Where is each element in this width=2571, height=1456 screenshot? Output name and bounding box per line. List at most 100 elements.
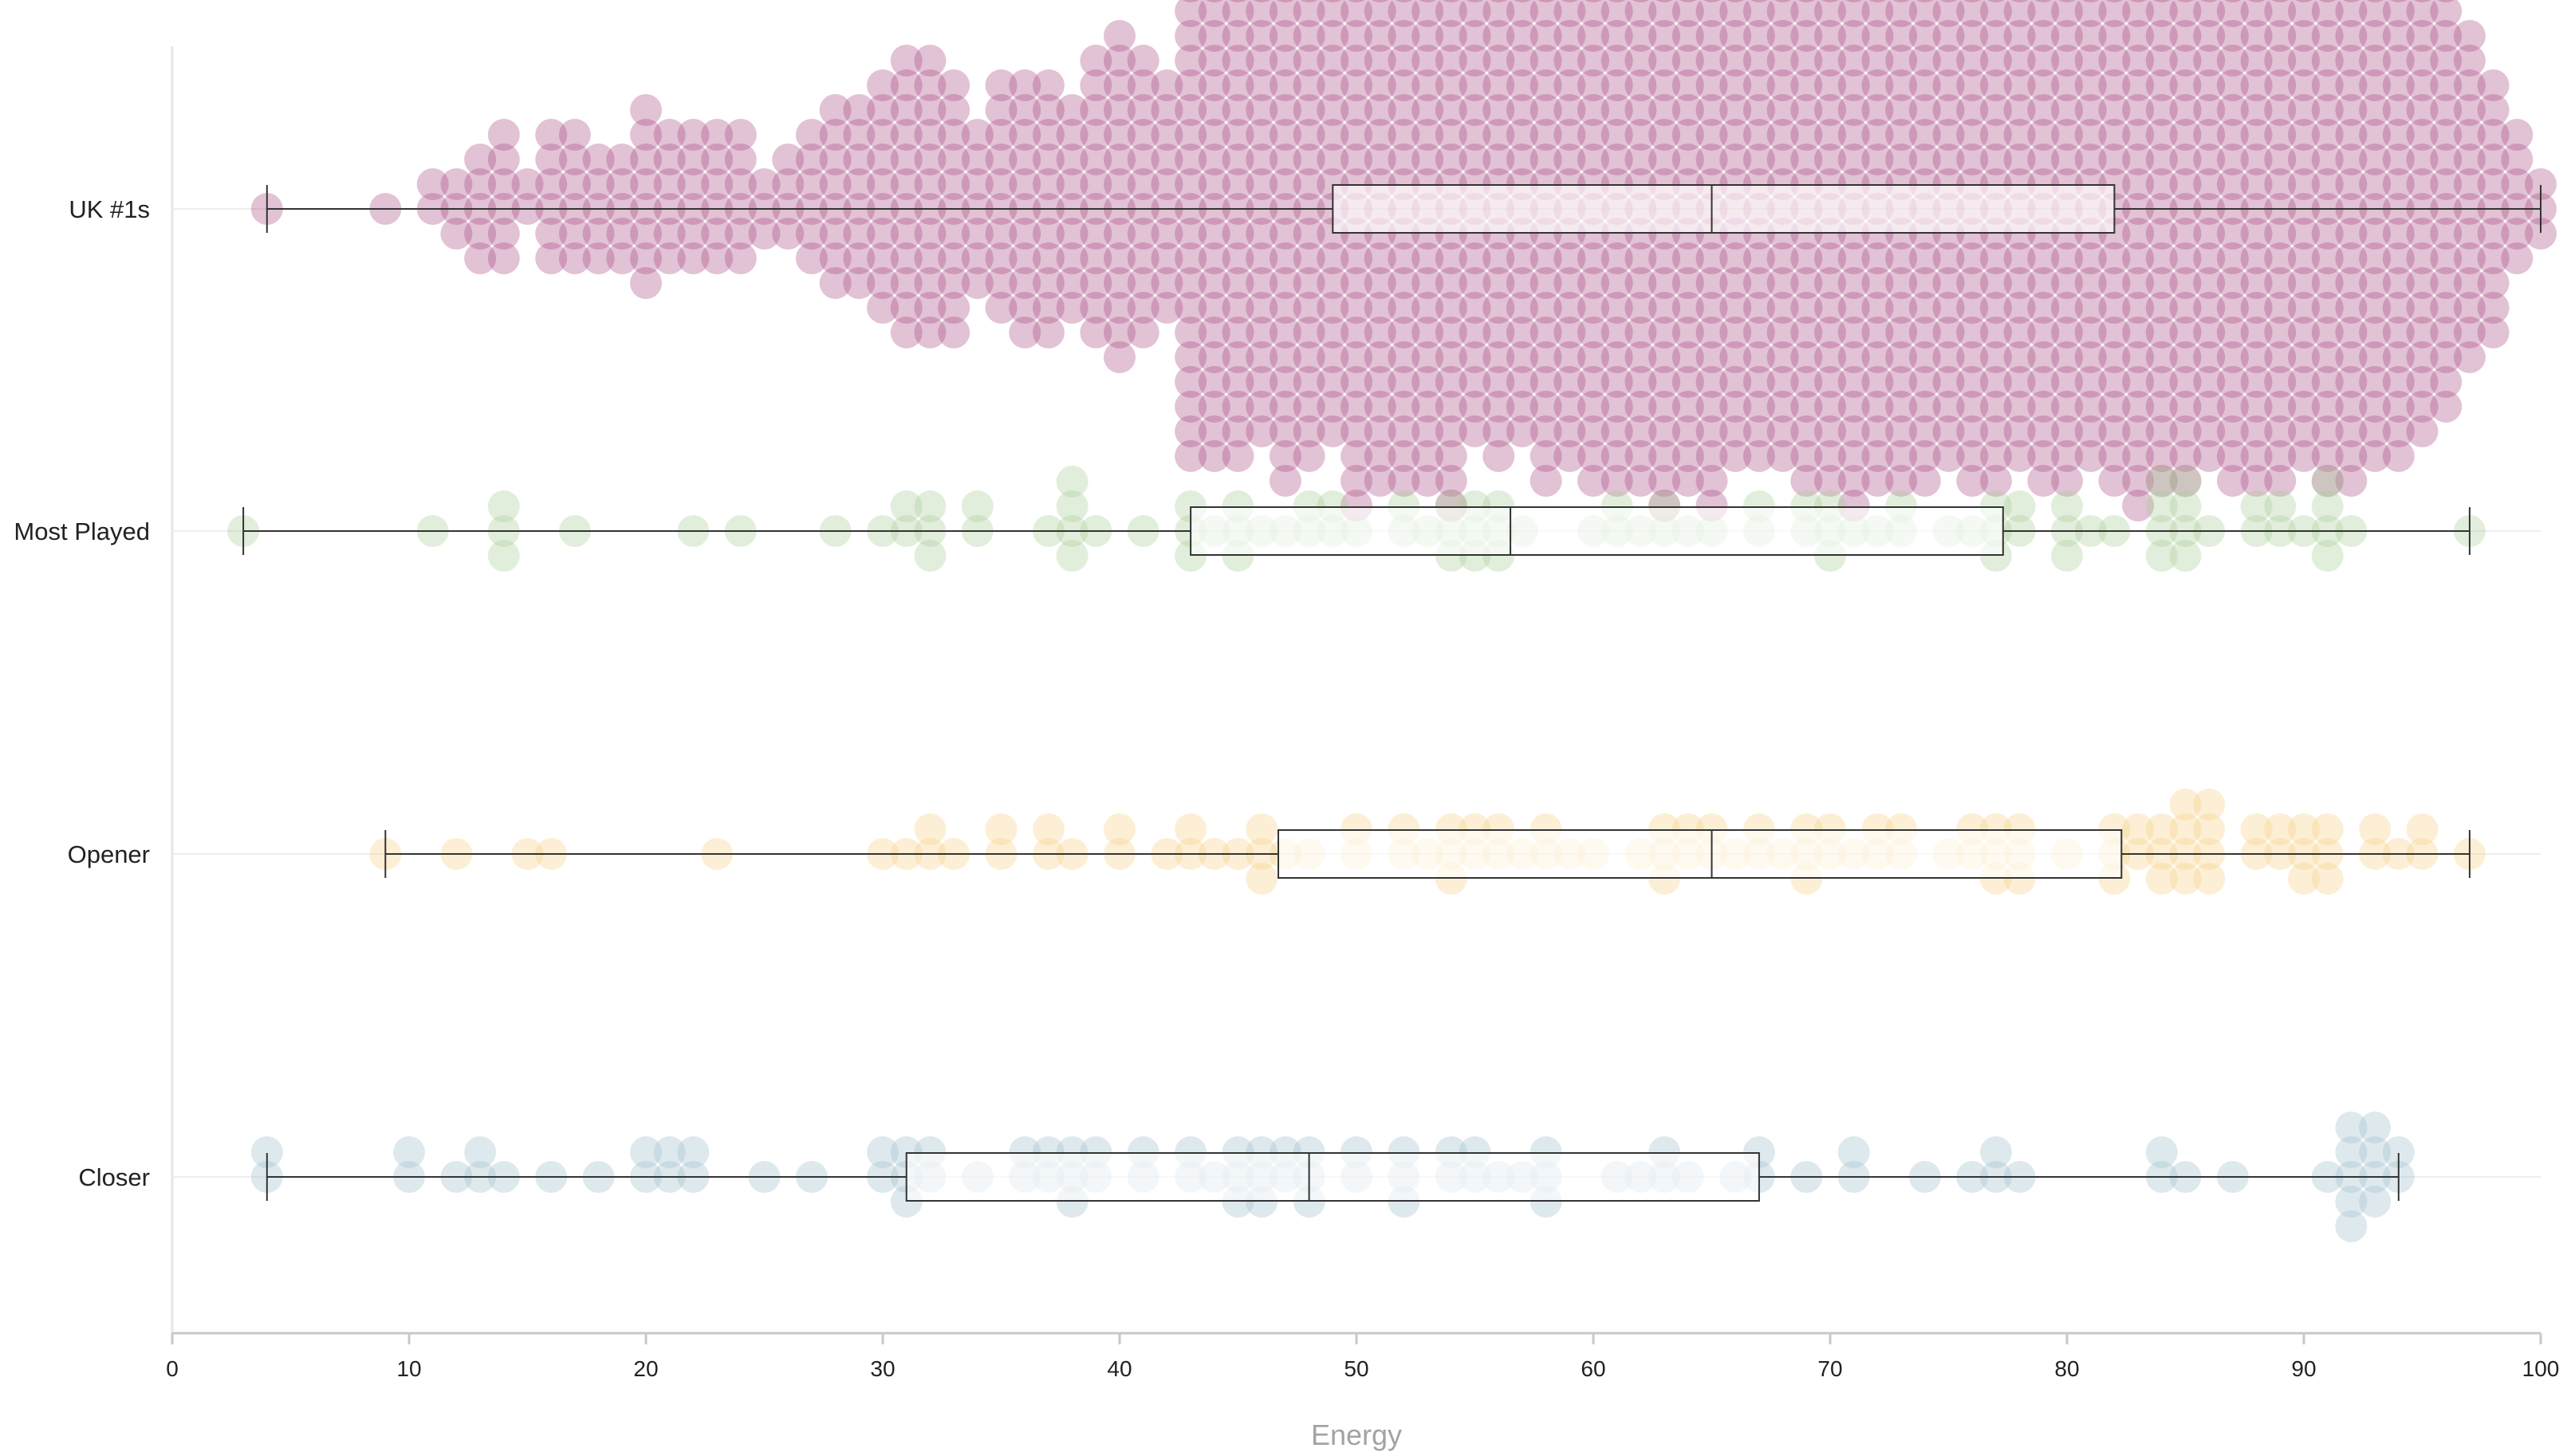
data-point-uk-1s bbox=[1009, 69, 1041, 101]
data-point-uk-1s bbox=[1104, 45, 1136, 77]
data-point-uk-1s bbox=[1577, 144, 1609, 175]
data-point-uk-1s bbox=[1482, 366, 1515, 398]
data-point-uk-1s bbox=[1600, 292, 1633, 324]
data-point-uk-1s bbox=[2264, 20, 2297, 52]
data-point-uk-1s bbox=[1648, 242, 1681, 274]
data-point-uk-1s bbox=[1979, 69, 2012, 101]
data-point-uk-1s bbox=[1845, 0, 1863, 2]
data-point-uk-1s bbox=[2051, 242, 2083, 274]
data-point-uk-1s bbox=[1269, 0, 1301, 27]
data-point-uk-1s bbox=[2430, 94, 2463, 126]
data-point-uk-1s bbox=[2453, 69, 2486, 101]
data-point-uk-1s bbox=[1671, 292, 1704, 324]
data-point-uk-1s bbox=[2240, 168, 2273, 200]
data-point-uk-1s bbox=[1892, 0, 1910, 2]
data-point-uk-1s bbox=[1198, 242, 1230, 274]
data-point-uk-1s bbox=[1482, 69, 1515, 101]
data-point-uk-1s bbox=[701, 242, 734, 274]
data-point-uk-1s bbox=[2145, 366, 2178, 398]
data-point-uk-1s bbox=[1885, 440, 1918, 472]
data-point-uk-1s bbox=[1293, 267, 1325, 299]
data-point-uk-1s bbox=[2264, 317, 2297, 348]
data-point-uk-1s bbox=[1482, 415, 1515, 447]
data-point-uk-1s bbox=[2359, 218, 2392, 250]
data-point-uk-1s bbox=[1222, 366, 1254, 398]
data-point-uk-1s bbox=[1624, 341, 1657, 373]
data-point-uk-1s bbox=[1742, 391, 1775, 423]
data-point-uk-1s bbox=[1719, 366, 1752, 398]
data-point-uk-1s bbox=[2051, 45, 2083, 77]
data-point-uk-1s bbox=[1814, 144, 1846, 175]
data-point-uk-1s bbox=[1814, 45, 1846, 77]
data-point-uk-1s bbox=[1885, 94, 1918, 126]
data-point-closer bbox=[1979, 1136, 2012, 1168]
data-point-uk-1s bbox=[2264, 465, 2297, 497]
data-point-uk-1s bbox=[1979, 366, 2012, 398]
data-point-uk-1s bbox=[2311, 20, 2344, 52]
data-point-uk-1s bbox=[1932, 341, 1965, 373]
data-point-uk-1s bbox=[867, 144, 899, 175]
data-point-uk-1s bbox=[1530, 119, 1562, 151]
data-point-uk-1s bbox=[914, 317, 947, 348]
data-point-uk-1s bbox=[914, 144, 947, 175]
data-point-uk-1s bbox=[1790, 69, 1823, 101]
data-point-uk-1s bbox=[890, 317, 923, 348]
data-point-uk-1s bbox=[1790, 391, 1823, 423]
data-point-uk-1s bbox=[1979, 341, 2012, 373]
data-point-uk-1s bbox=[1459, 317, 1491, 348]
data-point-uk-1s bbox=[2105, 0, 2123, 2]
data-point-uk-1s bbox=[2098, 415, 2131, 447]
data-point-uk-1s bbox=[1411, 341, 1444, 373]
data-point-uk-1s bbox=[2169, 45, 2202, 77]
data-point-uk-1s bbox=[1577, 119, 1609, 151]
data-point-uk-1s bbox=[1317, 45, 1349, 77]
data-point-uk-1s bbox=[1269, 20, 1301, 52]
data-point-uk-1s bbox=[1411, 465, 1444, 497]
data-point-uk-1s bbox=[2074, 440, 2107, 472]
data-point-uk-1s bbox=[1979, 242, 2012, 274]
data-point-uk-1s bbox=[1514, 0, 1531, 2]
data-point-uk-1s bbox=[1814, 242, 1846, 274]
data-point-uk-1s bbox=[606, 144, 639, 175]
data-point-uk-1s bbox=[2027, 465, 2060, 497]
data-point-uk-1s bbox=[1719, 242, 1752, 274]
data-point-uk-1s bbox=[1175, 144, 1207, 175]
data-point-uk-1s bbox=[1198, 119, 1230, 151]
data-point-uk-1s bbox=[1246, 94, 1278, 126]
data-point-uk-1s bbox=[1766, 45, 1799, 77]
data-point-uk-1s bbox=[1956, 440, 1989, 472]
data-point-uk-1s bbox=[2382, 242, 2415, 274]
data-point-uk-1s bbox=[1198, 292, 1230, 324]
data-point-uk-1s bbox=[2145, 341, 2178, 373]
data-point-uk-1s bbox=[2477, 317, 2510, 348]
data-point-opener bbox=[2193, 813, 2226, 845]
data-point-uk-1s bbox=[1175, 440, 1207, 472]
data-point-uk-1s bbox=[2098, 242, 2131, 274]
data-point-uk-1s bbox=[1814, 94, 1846, 126]
data-point-uk-1s bbox=[1600, 391, 1633, 423]
data-point-uk-1s bbox=[2288, 415, 2320, 447]
data-point-uk-1s bbox=[2027, 0, 2060, 27]
data-point-uk-1s bbox=[2264, 94, 2297, 126]
data-point-uk-1s bbox=[1104, 341, 1136, 373]
data-point-uk-1s bbox=[1246, 119, 1278, 151]
data-point-uk-1s bbox=[1671, 341, 1704, 373]
data-point-uk-1s bbox=[985, 292, 1018, 324]
data-point-uk-1s bbox=[1790, 119, 1823, 151]
data-point-uk-1s bbox=[1837, 119, 1870, 151]
data-point-uk-1s bbox=[1648, 391, 1681, 423]
data-point-uk-1s bbox=[1175, 242, 1207, 274]
data-point-uk-1s bbox=[1932, 45, 1965, 77]
data-point-uk-1s bbox=[416, 168, 449, 200]
data-point-uk-1s bbox=[1885, 242, 1918, 274]
data-point-uk-1s bbox=[1695, 144, 1728, 175]
data-point-uk-1s bbox=[2264, 415, 2297, 447]
data-point-most-played bbox=[2169, 540, 2202, 572]
data-point-opener bbox=[1032, 813, 1065, 845]
data-point-uk-1s bbox=[1530, 0, 1562, 27]
data-point-uk-1s bbox=[2477, 94, 2510, 126]
data-point-uk-1s bbox=[2406, 242, 2439, 274]
data-point-uk-1s bbox=[1411, 267, 1444, 299]
data-point-uk-1s bbox=[1364, 465, 1396, 497]
data-point-uk-1s bbox=[748, 218, 781, 250]
